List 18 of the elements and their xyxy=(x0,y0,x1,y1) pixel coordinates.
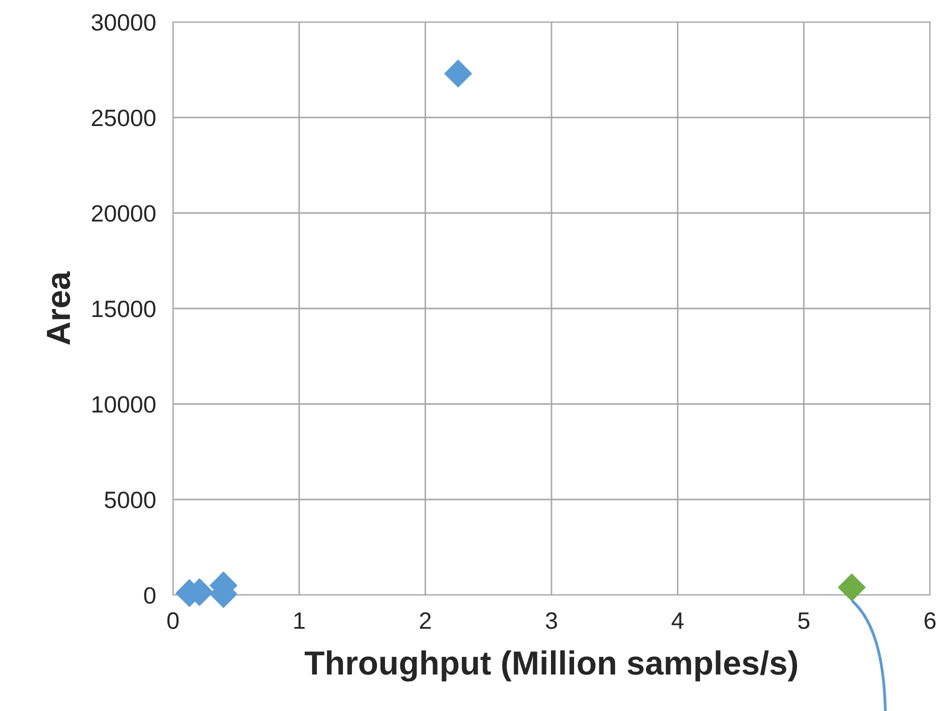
y-tick-label: 30000 xyxy=(92,14,156,31)
y-tick-label: 20000 xyxy=(92,205,156,222)
y-axis-title: Area xyxy=(46,271,70,345)
y-tick-label: 15000 xyxy=(92,300,156,318)
y-tick-label: 0 xyxy=(144,587,156,604)
point xyxy=(444,60,472,88)
x-tick-label: 4 xyxy=(672,612,684,629)
y-tick-label: 10000 xyxy=(92,396,156,413)
x-axis-title: Throughput (Million samples/s) xyxy=(304,650,798,682)
x-tick-label: 6 xyxy=(924,612,936,630)
y-tick-label: 25000 xyxy=(92,110,156,126)
x-tick-label: 0 xyxy=(167,612,179,630)
x-tick-label: 5 xyxy=(798,612,810,630)
point xyxy=(838,573,866,602)
x-tick-label: 2 xyxy=(420,612,431,629)
x-tick-label: 1 xyxy=(294,612,305,629)
x-tick-label: 3 xyxy=(546,612,558,630)
y-tick-label: 5000 xyxy=(104,492,156,508)
